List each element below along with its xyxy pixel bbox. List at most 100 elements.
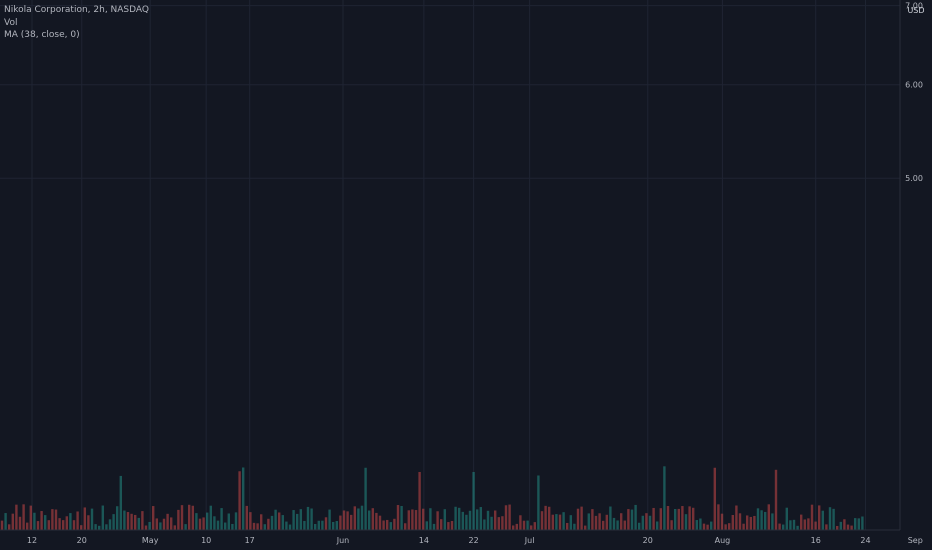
volume-bar (555, 514, 558, 530)
volume-bar (368, 510, 371, 530)
volume-bar (666, 505, 670, 530)
volume-bar (36, 521, 40, 530)
volume-bar (605, 514, 608, 530)
volume-bar (515, 523, 518, 530)
volume-bar (306, 506, 310, 530)
volume-bar (303, 520, 306, 530)
chart-legend: Nikola Corporation, 2h, NASDAQ Vol MA (3… (4, 4, 149, 42)
volume-bar (411, 509, 414, 530)
volume-bar (242, 467, 245, 530)
volume-bar (249, 512, 252, 530)
volume-bar (670, 520, 673, 530)
volume-bar (677, 508, 680, 530)
volume-bar (623, 520, 626, 530)
volume-bar (641, 515, 644, 530)
volume-bar (418, 471, 421, 530)
volume-bar (108, 519, 112, 530)
volume-bar (789, 520, 792, 530)
volume-bar (112, 514, 115, 530)
volume-bar (69, 513, 72, 530)
volume-bar (648, 515, 652, 530)
time-tick-label: 20 (643, 536, 653, 545)
volume-bar (695, 520, 698, 530)
volume-bar (141, 511, 144, 530)
volume-bar (299, 509, 302, 530)
volume-bar (137, 517, 140, 530)
volume-bar (782, 524, 785, 530)
volume-bar (659, 508, 662, 530)
volume-bar (353, 506, 356, 530)
volume-bar (234, 512, 238, 530)
time-tick-label: Sep (908, 536, 923, 545)
volume-bar (537, 475, 540, 530)
volume-bar (803, 519, 806, 530)
volume-bar (706, 524, 709, 530)
volume-bar (188, 504, 191, 530)
volume-bars (0, 466, 864, 530)
volume-bar (404, 523, 407, 530)
volume-bar (342, 510, 346, 530)
volume-bar (454, 506, 457, 530)
volume-bar (598, 513, 601, 530)
volume-bar (504, 505, 508, 530)
volume-bar (497, 517, 500, 530)
volume-bar (292, 510, 295, 530)
volume-bar (638, 522, 641, 530)
volume-bar (54, 509, 58, 530)
volume-bar (332, 521, 335, 530)
volume-bar (767, 504, 770, 530)
price-tick-label: 5.00 (905, 174, 923, 183)
time-axis[interactable]: 12 20 May 10 17 Jun 14 22 Jul 20 Aug 16 24 Sep (0, 529, 923, 545)
volume-bar (512, 525, 515, 530)
volume-bar (371, 508, 374, 530)
volume-bar (702, 523, 706, 530)
volume-bar (580, 506, 583, 530)
volume-bar (15, 504, 18, 530)
volume-bar (609, 506, 612, 530)
volume-bar (324, 517, 328, 530)
volume-bar (422, 508, 425, 530)
volume-bar (216, 520, 220, 530)
volume-bar (18, 516, 22, 530)
ma-indicator-label[interactable]: MA (38, close, 0) (4, 30, 80, 40)
volume-bar (40, 511, 43, 530)
volume-bar (663, 466, 666, 530)
volume-bar (130, 513, 133, 530)
volume-bar (832, 508, 835, 530)
volume-bar (375, 512, 378, 530)
volume-bar (450, 520, 454, 530)
volume-bar (825, 524, 828, 530)
volume-bar (155, 518, 158, 530)
volume-bar (483, 519, 486, 530)
price-axis[interactable]: USD 5.006.007.008.009.0010.0011.0012.001… (899, 0, 932, 530)
volume-bar (58, 518, 61, 530)
volume-bar (357, 508, 360, 530)
volume-bar (288, 524, 292, 530)
symbol-title[interactable]: Nikola Corporation, 2h, NASDAQ (4, 5, 150, 15)
volume-bar (184, 524, 187, 530)
volume-bar (587, 513, 590, 530)
volume-bar (90, 508, 94, 530)
volume-bar (335, 521, 338, 530)
volume-bar (144, 525, 148, 530)
time-tick-label: Jun (336, 536, 350, 545)
volume-bar (256, 523, 259, 530)
volume-bar (645, 513, 648, 530)
volume-bar (4, 513, 7, 530)
volume-bar (396, 505, 400, 530)
volume-bar (116, 506, 119, 530)
volume-bar (0, 520, 4, 530)
volume-indicator-label[interactable]: Vol (4, 17, 18, 28)
volume-bar (166, 513, 169, 530)
volume-bar (245, 505, 248, 530)
volume-bar (206, 512, 209, 530)
volume-bar (80, 525, 83, 530)
volume-bar (566, 522, 569, 530)
volume-bar (857, 518, 860, 530)
volume-bar (627, 509, 630, 530)
volume-bar (105, 524, 108, 530)
volume-bar (681, 506, 684, 530)
volume-bar (447, 522, 450, 530)
